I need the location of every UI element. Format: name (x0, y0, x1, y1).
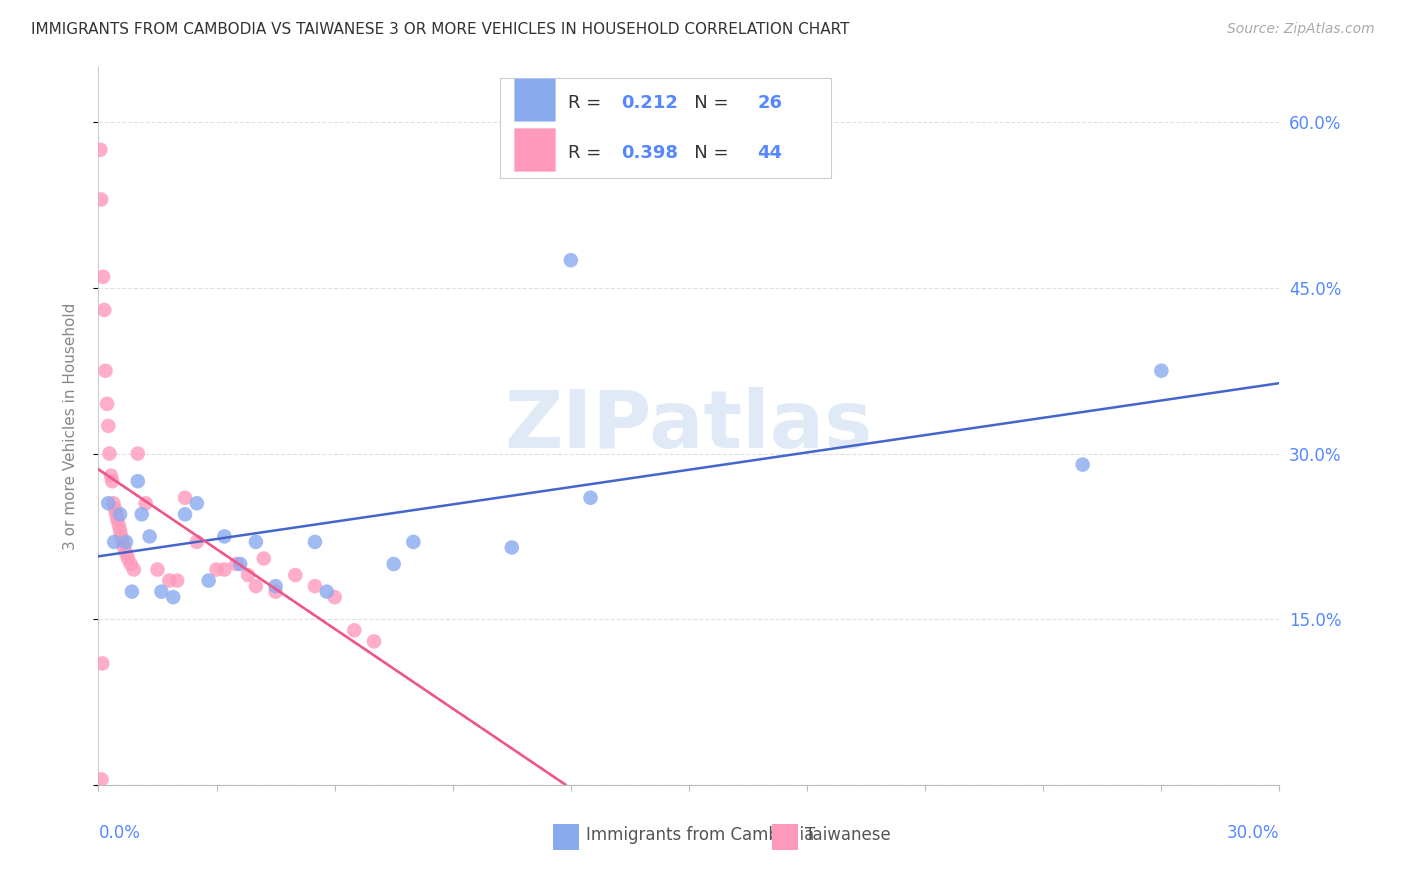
Point (157, 574, 180, 588)
Point (96, 397, 118, 411)
Point (402, 535, 425, 549)
Point (162, 590, 184, 604)
Text: 30.0%: 30.0% (1227, 824, 1279, 842)
Point (90, 772, 112, 787)
Point (115, 535, 138, 549)
Point (264, 579, 287, 593)
Point (304, 579, 326, 593)
Point (205, 563, 228, 577)
Point (90, 193, 112, 207)
Point (264, 584, 287, 599)
Point (245, 535, 267, 549)
Point (560, 253, 582, 268)
Point (91, 657, 114, 671)
Point (100, 468, 122, 483)
Point (121, 584, 143, 599)
Point (98, 446, 121, 460)
FancyBboxPatch shape (515, 78, 555, 120)
FancyBboxPatch shape (515, 128, 555, 171)
Point (131, 508, 153, 522)
Point (104, 501, 127, 516)
Point (174, 508, 197, 522)
Point (110, 529, 132, 543)
Point (501, 541, 523, 555)
Point (97, 418, 120, 433)
Point (146, 563, 169, 577)
Point (174, 491, 197, 505)
Point (253, 551, 276, 566)
Point (103, 535, 125, 549)
Point (1150, 364, 1173, 378)
Point (186, 535, 208, 549)
Point (214, 563, 236, 577)
Text: ZIPatlas: ZIPatlas (505, 387, 873, 465)
Text: Immigrants from Cambodia: Immigrants from Cambodia (586, 826, 814, 844)
Point (135, 496, 157, 510)
Text: 26: 26 (758, 94, 783, 112)
Text: N =: N = (678, 94, 734, 112)
Point (117, 551, 139, 566)
Point (108, 524, 131, 538)
Point (127, 446, 149, 460)
FancyBboxPatch shape (772, 824, 797, 849)
Point (236, 568, 259, 582)
Point (105, 508, 128, 522)
Point (97, 496, 120, 510)
Point (304, 535, 326, 549)
Text: 0.212: 0.212 (621, 94, 679, 112)
Point (150, 584, 173, 599)
Point (343, 624, 366, 638)
Point (89, 143, 111, 157)
Text: 0.0%: 0.0% (98, 824, 141, 842)
Point (197, 574, 219, 588)
Text: IMMIGRANTS FROM CAMBODIA VS TAIWANESE 3 OR MORE VEHICLES IN HOUSEHOLD CORRELATIO: IMMIGRANTS FROM CAMBODIA VS TAIWANESE 3 … (31, 22, 849, 37)
Point (112, 541, 135, 555)
Point (323, 590, 346, 604)
Point (579, 491, 602, 505)
Point (127, 474, 149, 488)
Point (225, 557, 247, 571)
Point (115, 546, 138, 560)
Y-axis label: 3 or more Vehicles in Household: 3 or more Vehicles in Household (63, 302, 77, 549)
Point (91, 269, 114, 284)
Point (382, 557, 405, 571)
Point (103, 496, 125, 510)
Point (363, 634, 385, 648)
FancyBboxPatch shape (553, 824, 579, 849)
Text: Source: ZipAtlas.com: Source: ZipAtlas.com (1227, 22, 1375, 37)
Point (186, 496, 208, 510)
Point (229, 557, 252, 571)
FancyBboxPatch shape (501, 78, 831, 178)
Point (138, 529, 160, 543)
Point (1071, 458, 1094, 472)
Point (214, 529, 236, 543)
Point (245, 579, 267, 593)
Point (105, 513, 128, 527)
Point (101, 474, 124, 488)
Point (284, 568, 307, 582)
Text: R =: R = (568, 94, 613, 112)
Text: 44: 44 (758, 145, 783, 162)
Point (93, 302, 115, 317)
Text: Taiwanese: Taiwanese (804, 826, 890, 844)
Point (315, 584, 337, 599)
Point (122, 563, 145, 577)
Point (94, 364, 117, 378)
Text: 0.398: 0.398 (621, 145, 679, 162)
Text: N =: N = (678, 145, 734, 162)
Point (108, 508, 131, 522)
Point (166, 574, 188, 588)
Text: R =: R = (568, 145, 613, 162)
Point (108, 518, 131, 533)
Point (120, 557, 142, 571)
Point (111, 535, 134, 549)
